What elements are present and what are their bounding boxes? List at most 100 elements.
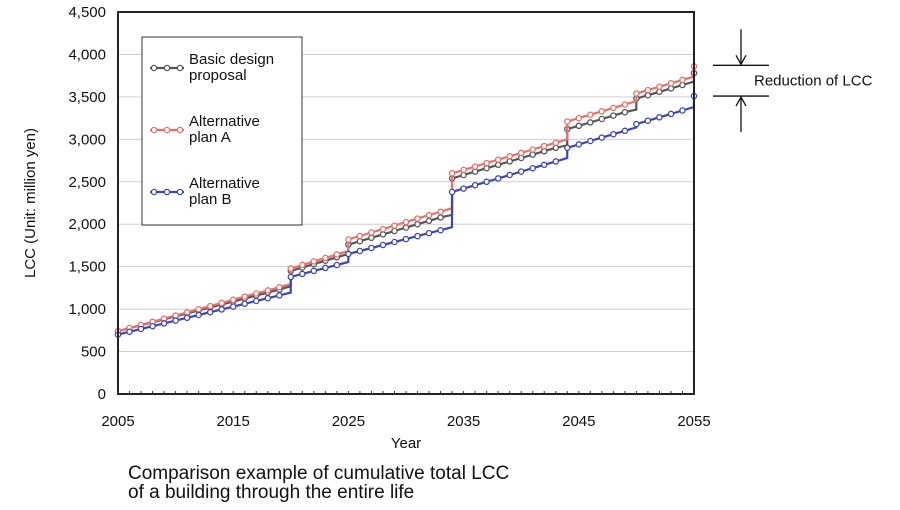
data-point [517,154,525,162]
data-point [667,80,675,87]
data-point [587,111,594,118]
legend-marker [176,188,184,196]
data-point [656,114,663,121]
data-point [299,270,306,278]
data-point [460,166,467,174]
data-point [195,311,202,319]
data-point [218,306,225,313]
data-point [414,220,421,228]
data-point [564,144,571,152]
data-point [252,290,260,297]
data-point [172,317,179,324]
data-point [356,232,364,240]
lcc-reduction-annotation: Reduction of LCC [713,29,873,133]
legend-marker [163,126,171,134]
y-tick-label: 0 [98,386,106,403]
data-point [322,254,329,262]
annotation-up-arrow-head [735,95,747,107]
data-point [506,171,513,179]
data-point [610,112,617,119]
data-point [391,238,398,246]
data-point [679,107,686,114]
data-point [460,185,467,192]
y-tick-label: 1,000 [68,301,106,318]
y-tick-label: 500 [81,344,106,361]
data-point [414,232,421,240]
legend-marker [176,64,184,72]
data-point [345,250,352,258]
data-point [621,108,629,116]
data-point [206,308,214,316]
y-tick-label: 4,000 [68,46,106,63]
data-point [483,164,490,172]
data-point [229,296,237,304]
data-point [437,214,444,221]
y-tick-label: 3,000 [68,131,106,148]
data-point [598,108,606,115]
data-point [448,170,456,177]
data-point [483,178,490,186]
data-point [149,322,156,330]
data-point [633,120,640,128]
x-tick-label: 2055 [677,413,710,430]
data-point [575,122,583,130]
data-point [379,225,387,233]
legend-label-1: plan A [189,129,231,146]
y-tick-label: 1,500 [68,259,106,276]
data-point [552,139,560,146]
data-point [471,168,479,175]
data-point [241,300,248,308]
data-point [529,151,536,158]
data-point [137,325,145,333]
data-point [610,130,617,138]
data-point [252,297,260,305]
legend-label-2: Alternative [189,175,260,192]
y-axis-title: LCC (Unit: million yen) [22,128,39,278]
legend-marker [150,126,158,134]
data-point [575,141,583,148]
legend-marker [150,64,158,72]
data-point [356,237,364,245]
data-point [379,231,387,238]
data-point [610,104,617,112]
data-point [287,265,295,272]
data-point [598,115,606,123]
caption-line-2: of a building through the entire life [128,482,415,503]
data-point [552,144,560,152]
x-tick-label: 2015 [217,413,250,430]
data-point [206,302,214,310]
data-point [414,215,421,222]
data-point [425,217,433,225]
figure-caption: Comparison example of cumulative total L… [128,464,728,502]
data-point [183,309,191,316]
data-point [540,147,548,155]
data-point [656,83,663,90]
legend-label-2: plan B [189,191,232,208]
data-point [391,222,398,229]
x-tick-label: 2025 [332,413,365,430]
data-point [276,283,283,291]
data-point [437,208,444,215]
data-point [494,156,502,163]
data-point [471,163,479,170]
data-point [552,158,560,165]
data-point [598,134,606,141]
legend-marker [176,126,184,134]
data-point [529,146,536,153]
axis-ticks: 0 500 1,000 1,500 2,000 2,500 3,000 3,500 4,000 4… [68,4,710,430]
data-point [402,224,410,231]
data-point [621,127,629,135]
data-point [633,90,640,97]
data-point [183,314,191,322]
x-tick-label: 2035 [447,413,480,430]
data-point [345,236,352,243]
data-point [241,293,248,300]
legend-label-0: Basic design [189,51,274,68]
data-point [310,267,318,275]
data-point [402,235,410,243]
data-point [264,294,272,302]
data-point [644,117,652,124]
data-point [517,168,525,175]
data-point [667,110,675,118]
